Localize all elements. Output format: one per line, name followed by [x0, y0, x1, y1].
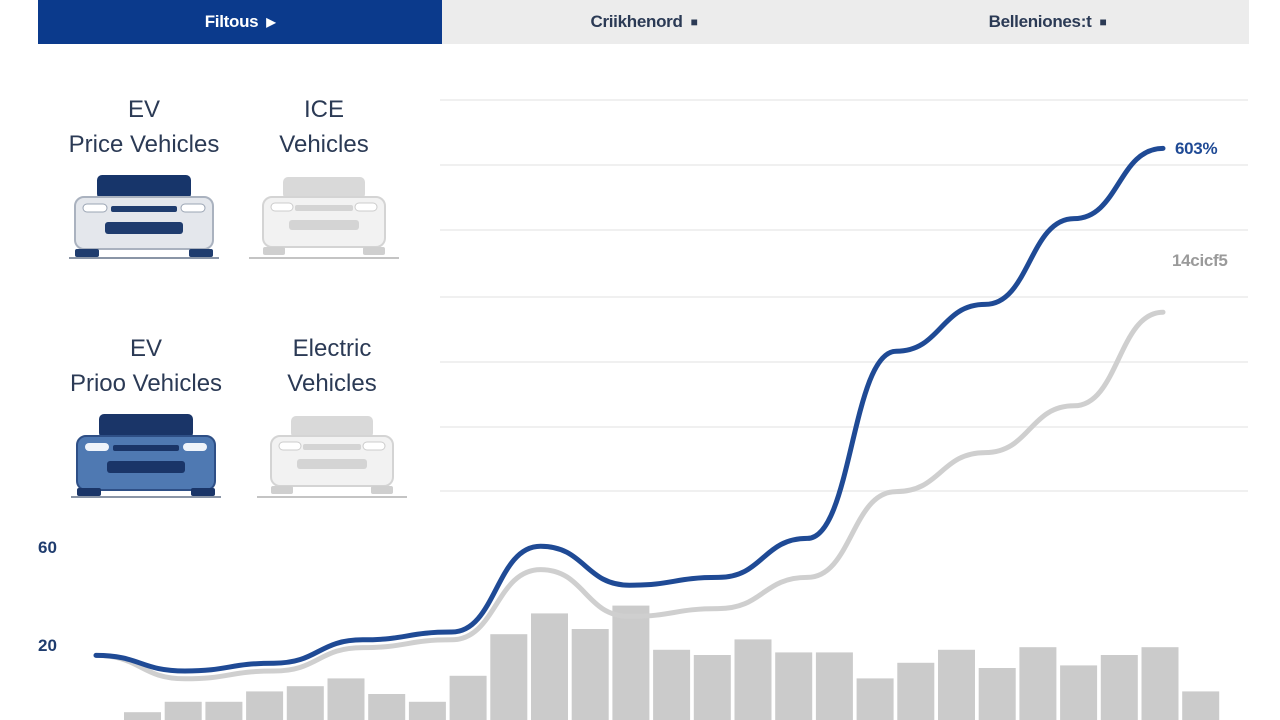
- car-icon: [69, 175, 219, 259]
- arrow-right-icon: ■: [1099, 15, 1107, 29]
- bar: [815, 652, 853, 720]
- tab-filtous[interactable]: Filtous ▶: [38, 0, 442, 44]
- car-icon: [257, 416, 407, 498]
- tab-label: Filtous: [204, 12, 259, 31]
- vehicle-card: EV Prioo Vehicles: [44, 331, 248, 501]
- y-tick-label: 60: [38, 538, 57, 557]
- bar: [1182, 691, 1220, 720]
- bar: [490, 634, 528, 720]
- bar: [408, 701, 446, 720]
- arrow-right-icon: ■: [690, 15, 698, 29]
- vehicle-card: EV Price Vehicles: [44, 92, 244, 262]
- bar: [775, 652, 813, 720]
- bar: [734, 639, 772, 720]
- bar: [571, 629, 609, 720]
- tab-criikhenord[interactable]: Criikhenord ■: [442, 0, 846, 44]
- bar: [856, 678, 894, 720]
- card-subtitle: Vehicles: [287, 370, 377, 397]
- bar: [1060, 665, 1098, 720]
- series-line: [93, 145, 1166, 674]
- bar: [286, 686, 324, 720]
- card-subtitle: Price Vehicles: [68, 131, 220, 158]
- series-line: [93, 309, 1166, 682]
- tab-label: Belleniones:t: [988, 12, 1092, 31]
- card-title: ICE: [303, 96, 344, 123]
- y-tick-label: 20: [38, 636, 57, 655]
- bar: [653, 649, 691, 720]
- bar: [449, 675, 487, 720]
- bar: [693, 655, 731, 720]
- card-subtitle: Vehicles: [279, 131, 369, 158]
- bar: [205, 701, 243, 720]
- tab-belleniones[interactable]: Belleniones:t ■: [846, 0, 1249, 44]
- bar: [1141, 647, 1179, 720]
- bar: [1100, 655, 1138, 720]
- bar: [897, 662, 935, 720]
- car-icon: [249, 177, 399, 259]
- bar: [531, 613, 568, 720]
- card-title: EV: [129, 335, 162, 362]
- bar: [124, 712, 161, 720]
- tab-bar: Filtous ▶ Criikhenord ■ Belleniones:t ■: [38, 0, 1249, 44]
- bar: [978, 668, 1016, 720]
- bar: [1019, 647, 1057, 720]
- card-title: Electric: [292, 335, 372, 362]
- arrow-right-icon: ▶: [266, 15, 276, 29]
- bar: [368, 694, 406, 720]
- card-title: EV: [127, 96, 160, 123]
- series-end-label: 603%: [1175, 139, 1218, 158]
- card-subtitle: Prioo Vehicles: [69, 370, 223, 397]
- vehicle-card: Electric Vehicles: [232, 331, 432, 501]
- bar: [327, 678, 365, 720]
- car-icon: [71, 414, 221, 498]
- bar: [246, 691, 284, 720]
- bar: [164, 701, 202, 720]
- bar: [938, 649, 975, 720]
- bar: [612, 605, 650, 720]
- series-end-label: 14cicf5: [1172, 251, 1228, 270]
- vehicle-card: ICE Vehicles: [232, 92, 416, 262]
- tab-label: Criikhenord: [590, 12, 683, 31]
